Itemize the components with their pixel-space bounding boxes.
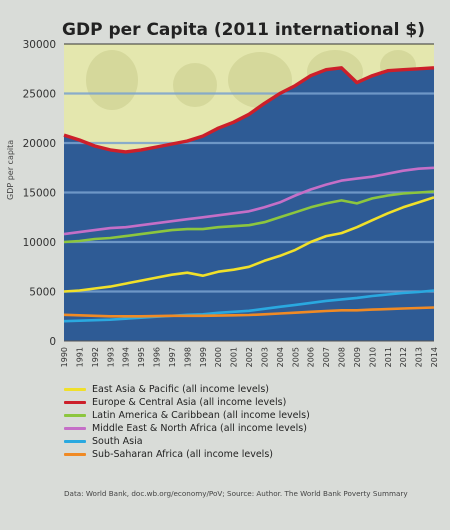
x-tick-label: 1999 [199, 347, 208, 367]
x-tick-label: 2010 [368, 347, 377, 367]
series-line-1 [63, 66, 435, 154]
x-tick-label: 2013 [415, 347, 424, 367]
x-tick-label: 2004 [276, 347, 285, 367]
x-tick-label: 1994 [122, 347, 131, 367]
y-tick-label: 30000 [23, 39, 56, 51]
y-tick-label: 20000 [23, 138, 56, 150]
legend-item: South Asia [64, 435, 310, 448]
y-tick-label: 25000 [23, 89, 56, 101]
x-tick-label: 1997 [168, 347, 177, 367]
chart-title: GDP per Capita (2011 international $) [62, 20, 426, 40]
y-tick-label: 10000 [23, 237, 56, 249]
map-shape-1 [173, 63, 217, 107]
series-line-3 [63, 166, 435, 236]
legend-swatch [64, 388, 86, 391]
x-tick-label: 2012 [399, 347, 408, 367]
y-tick-label: 5000 [29, 287, 56, 299]
legend-label: East Asia & Pacific (all income levels) [92, 384, 269, 395]
legend-item: Middle East & North Africa (all income l… [64, 422, 310, 435]
legend: East Asia & Pacific (all income levels) E… [64, 383, 310, 461]
y-tick-label: 0 [49, 336, 56, 348]
x-tick-label: 1996 [153, 347, 162, 367]
chart: 0 5000 10000 15000 20000 25000 30000 1990 1991 19… [23, 39, 439, 367]
series-line-0 [63, 196, 435, 293]
series-line-4 [63, 289, 435, 323]
legend-label: Sub-Saharan Africa (all income levels) [92, 449, 273, 460]
legend-item: East Asia & Pacific (all income levels) [64, 383, 310, 396]
legend-swatch [64, 453, 86, 456]
x-tick-label: 2001 [230, 347, 239, 367]
x-tick-label: 2002 [245, 347, 254, 367]
y-tick-label: 15000 [23, 188, 56, 200]
source-note: Data: World Bank, doc.wb.org/economy/PoV… [64, 489, 408, 498]
x-tick-label: 1993 [106, 347, 115, 367]
x-tick-label: 2008 [338, 347, 347, 367]
x-tick-label: 1998 [183, 347, 192, 367]
legend-item: Latin America & Caribbean (all income le… [64, 409, 310, 422]
x-tick-label: 1991 [75, 347, 84, 367]
legend-swatch [64, 440, 86, 443]
legend-label: South Asia [92, 436, 143, 447]
map-shape-0 [86, 50, 138, 110]
x-tick-label: 2000 [214, 347, 223, 367]
series-line-2 [63, 190, 435, 244]
legend-swatch [64, 414, 86, 417]
y-axis-label: GDP per capita [6, 139, 15, 200]
legend-label: Latin America & Caribbean (all income le… [92, 410, 310, 421]
legend-item: Europe & Central Asia (all income levels… [64, 396, 310, 409]
series-line-5 [63, 306, 435, 318]
x-tick-label: 2005 [291, 347, 300, 367]
legend-label: Europe & Central Asia (all income levels… [92, 397, 287, 408]
legend-item: Sub-Saharan Africa (all income levels) [64, 448, 310, 461]
legend-swatch [64, 427, 86, 430]
x-tick-label: 2014 [430, 347, 439, 367]
legend-swatch [64, 401, 86, 404]
x-tick-label: 1995 [137, 347, 146, 367]
legend-label: Middle East & North Africa (all income l… [92, 423, 307, 434]
x-tick-label: 2007 [322, 347, 331, 367]
x-tick-label: 2006 [307, 347, 316, 367]
x-tick-label: 2009 [353, 347, 362, 367]
x-tick-label: 1990 [60, 347, 69, 367]
area-fill [64, 67, 434, 341]
x-tick-label: 2011 [384, 347, 393, 367]
x-tick-label: 1992 [91, 347, 100, 367]
x-tick-label: 2003 [260, 347, 269, 367]
